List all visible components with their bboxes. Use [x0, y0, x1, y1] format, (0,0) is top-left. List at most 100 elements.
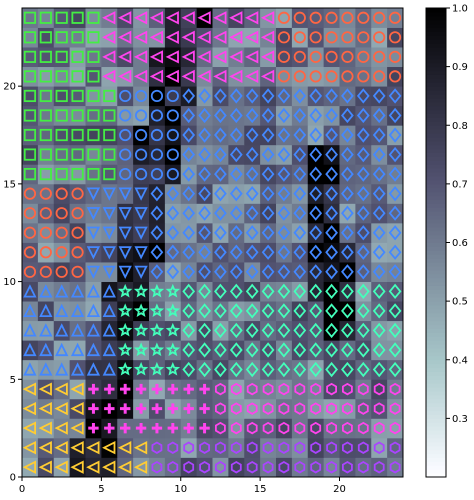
heat-cell: [307, 203, 325, 224]
colorbar-segment: [426, 66, 446, 72]
marker-star: [117, 303, 133, 318]
heat-cell: [117, 164, 134, 185]
marker-plus: [167, 383, 179, 395]
marker-circle: [341, 50, 354, 63]
heat-cell: [276, 105, 293, 126]
marker-circle: [388, 70, 402, 83]
heat-cell: [371, 437, 388, 458]
heat-cell: [244, 164, 261, 185]
marker-diamond: [214, 127, 227, 143]
heat-cell: [307, 242, 325, 263]
marker-circle: [71, 207, 84, 220]
marker-hexagon: [310, 421, 322, 435]
marker-diamond: [198, 303, 211, 319]
heat-cell: [355, 437, 372, 458]
marker-square: [87, 70, 100, 83]
marker-circle: [341, 70, 354, 83]
heat-cell: [339, 125, 356, 146]
marker-triangle-left: [117, 460, 132, 474]
marker-diamond: [182, 225, 196, 241]
heat-cell: [355, 379, 372, 400]
marker-diamond: [309, 107, 323, 124]
colorbar-segment: [426, 469, 446, 474]
marker-diamond: [325, 342, 338, 358]
heat-cell: [85, 340, 102, 361]
colorbar-tick-label: 0.5: [452, 297, 468, 308]
heat-cell: [212, 379, 229, 400]
marker-hexagon: [294, 382, 306, 396]
marker-triangle-left: [181, 11, 195, 25]
heat-cell: [244, 262, 261, 282]
marker-diamond: [198, 361, 211, 378]
colorbar: 0.3 0.4 0.5 0.6 0.7 0.8 0.9 1.0: [425, 4, 468, 478]
marker-star: [165, 283, 181, 298]
marker-diamond: [182, 342, 196, 358]
heat-cell: [244, 86, 261, 107]
colorbar-segment: [426, 160, 446, 165]
heat-cell: [228, 359, 245, 380]
heat-cell: [164, 457, 182, 478]
marker-diamond: [356, 283, 370, 300]
heat-cell: [196, 242, 213, 263]
marker-triangle-left: [54, 421, 68, 435]
heat-cell: [339, 86, 356, 107]
marker-triangle-left: [165, 30, 179, 44]
marker-diamond: [229, 225, 243, 241]
marker-square: [87, 168, 100, 181]
heat-cell: [244, 340, 261, 361]
heat-cell: [149, 262, 166, 282]
marker-diamond: [261, 107, 275, 124]
marker-triangle-up: [70, 284, 85, 298]
heat-cell: [291, 379, 309, 400]
marker-hexagon: [151, 460, 163, 474]
heat-cell: [180, 86, 198, 107]
heat-cell: [133, 242, 150, 263]
marker-diamond: [166, 264, 180, 280]
marker-hexagon: [214, 421, 226, 435]
marker-diamond: [341, 283, 354, 300]
marker-diamond: [341, 127, 354, 143]
heat-cell: [355, 86, 372, 107]
colorbar-segment: [426, 453, 446, 458]
marker-diamond: [356, 166, 370, 182]
marker-square: [23, 168, 37, 181]
heat-cell: [164, 164, 182, 185]
heat-cell: [323, 164, 340, 185]
marker-hexagon: [246, 382, 258, 396]
heat-cell: [180, 281, 198, 302]
marker-star: [117, 342, 133, 357]
marker-circle: [55, 246, 68, 259]
marker-circle: [23, 187, 37, 200]
heat-cell: [212, 437, 229, 458]
marker-diamond: [229, 322, 243, 339]
heat-cell: [69, 222, 86, 243]
marker-diamond: [150, 185, 164, 202]
marker-hexagon: [262, 382, 274, 396]
marker-diamond: [356, 342, 370, 358]
marker-diamond: [261, 283, 275, 300]
marker-triangle-up: [70, 342, 85, 357]
heat-cell: [117, 203, 134, 224]
heat-cell: [355, 242, 372, 263]
colorbar-segment: [426, 23, 446, 29]
heat-cell: [37, 183, 55, 204]
marker-diamond: [198, 264, 211, 280]
marker-circle: [134, 109, 148, 122]
heat-cell: [291, 86, 309, 107]
heat-cell: [260, 340, 277, 361]
heat-cell: [196, 86, 213, 107]
marker-diamond: [245, 107, 259, 124]
marker-diamond: [198, 205, 211, 221]
heat-cell: [371, 66, 388, 87]
marker-square: [71, 70, 84, 83]
heat-cell: [307, 125, 325, 146]
marker-triangle-up: [86, 323, 101, 337]
marker-circle: [325, 50, 338, 63]
colorbar-segment: [426, 43, 446, 48]
marker-circle: [134, 89, 148, 103]
heat-cell: [244, 320, 261, 341]
marker-star: [133, 303, 149, 318]
marker-triangle-down: [86, 187, 101, 201]
marker-hexagon: [341, 382, 353, 396]
colorbar-segment: [426, 199, 446, 204]
